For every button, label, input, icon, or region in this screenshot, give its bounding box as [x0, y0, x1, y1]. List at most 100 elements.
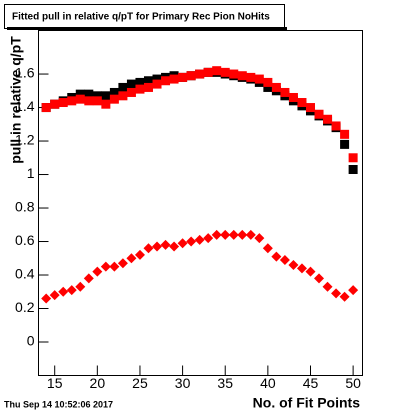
point [118, 82, 128, 92]
point [126, 253, 137, 264]
point [160, 239, 171, 250]
title-box [4, 4, 285, 29]
point [340, 129, 350, 139]
point [246, 72, 256, 82]
point [212, 66, 222, 76]
point [49, 290, 60, 301]
point [41, 293, 52, 304]
point [288, 259, 299, 270]
point [296, 263, 307, 274]
point [84, 96, 94, 106]
point [279, 254, 290, 265]
point [254, 74, 264, 84]
point [271, 82, 281, 92]
point [84, 89, 94, 99]
point [67, 96, 77, 106]
point [161, 76, 171, 86]
point [323, 114, 333, 124]
point [92, 91, 102, 101]
x-tick-label: 40 [260, 375, 276, 391]
point [58, 286, 69, 297]
timestamp: Thu Sep 14 10:52:06 2017 [4, 399, 113, 409]
point [152, 79, 162, 89]
point [237, 229, 248, 240]
x-tick-label: 25 [132, 375, 148, 391]
point [101, 99, 111, 109]
point [331, 121, 341, 131]
x-tick-label: 45 [303, 375, 319, 391]
point [143, 243, 154, 254]
point [135, 84, 145, 94]
x-tick-label: 35 [217, 375, 233, 391]
y-tick-label: 1.4 [15, 98, 35, 114]
point [331, 288, 342, 299]
y-tick-label: 1.6 [15, 65, 35, 81]
point [186, 236, 197, 247]
point [134, 249, 145, 260]
point [228, 229, 239, 240]
y-tick-label: 0.2 [15, 299, 35, 315]
chart-title: Fitted pull in relative q/pT for Primary… [12, 12, 270, 23]
point [237, 71, 247, 81]
point [143, 76, 153, 86]
point [58, 98, 68, 108]
point [254, 233, 265, 244]
point [322, 281, 333, 292]
point [220, 229, 231, 240]
point [177, 238, 188, 249]
plot-frame [38, 30, 363, 376]
point [305, 266, 316, 277]
point [83, 273, 94, 284]
point [92, 96, 102, 106]
point [220, 67, 230, 77]
y-tick-label: 1 [27, 165, 35, 181]
point [75, 281, 86, 292]
point [152, 241, 163, 252]
point [245, 229, 256, 240]
x-tick-label: 20 [90, 375, 106, 391]
point [348, 285, 359, 296]
point [348, 165, 358, 175]
point [203, 67, 213, 77]
x-tick-label: 30 [175, 375, 191, 391]
point [229, 69, 239, 79]
y-tick-label: 0.8 [15, 199, 35, 215]
y-tick-label: 0.4 [15, 266, 35, 282]
point [178, 72, 188, 82]
point [169, 74, 179, 84]
point [126, 87, 136, 97]
point [135, 77, 145, 87]
x-tick-label: 15 [47, 375, 63, 391]
point [263, 77, 273, 87]
y-tick-label: 0.6 [15, 232, 35, 248]
point [109, 87, 119, 97]
point [314, 273, 325, 284]
point [75, 94, 85, 104]
y-axis-title: pull in relative q/pT [8, 36, 24, 164]
point [75, 89, 85, 99]
point [109, 261, 120, 272]
point [211, 229, 222, 240]
point [340, 139, 350, 149]
point [118, 91, 128, 101]
point [314, 109, 324, 119]
point [100, 261, 111, 272]
point [50, 99, 60, 109]
point [143, 82, 153, 92]
point [262, 243, 273, 254]
point [152, 74, 162, 84]
point [305, 103, 315, 113]
point [203, 233, 214, 244]
point [126, 79, 136, 89]
point [271, 251, 282, 262]
point [41, 103, 51, 113]
point [348, 153, 358, 163]
x-tick-label: 50 [345, 375, 361, 391]
title-shadow [7, 27, 287, 30]
point [263, 82, 273, 92]
point [194, 234, 205, 245]
x-axis-title: No. of Fit Points [253, 395, 361, 411]
point [109, 94, 119, 104]
